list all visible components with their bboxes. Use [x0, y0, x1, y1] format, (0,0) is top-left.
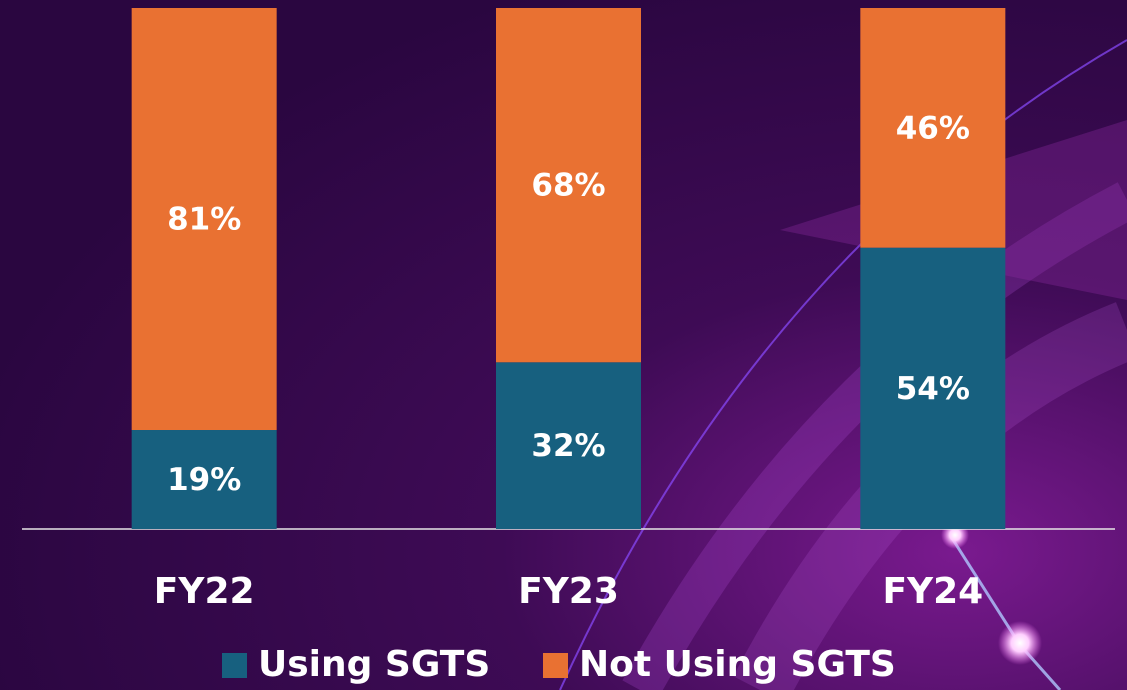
bar-segment	[131, 8, 277, 431]
legend-swatch	[543, 653, 568, 678]
value-label: 46%	[896, 110, 970, 146]
legend-label: Using SGTS	[258, 644, 490, 685]
x-tick-label: FY23	[518, 571, 619, 612]
bar-segment	[496, 362, 641, 529]
value-label: 81%	[167, 202, 241, 238]
value-label: 19%	[167, 462, 241, 498]
value-label: 54%	[896, 371, 970, 407]
legend-label: Not Using SGTS	[579, 644, 896, 685]
x-tick-label: FY22	[154, 571, 255, 612]
value-label: 32%	[531, 428, 605, 464]
bar-segment	[860, 247, 1006, 529]
bar-segment	[860, 8, 1006, 248]
bar-segment	[131, 430, 277, 529]
legend-swatch	[222, 653, 247, 678]
bar-segment	[496, 8, 641, 363]
value-label: 68%	[531, 168, 605, 204]
x-tick-label: FY24	[882, 571, 983, 612]
